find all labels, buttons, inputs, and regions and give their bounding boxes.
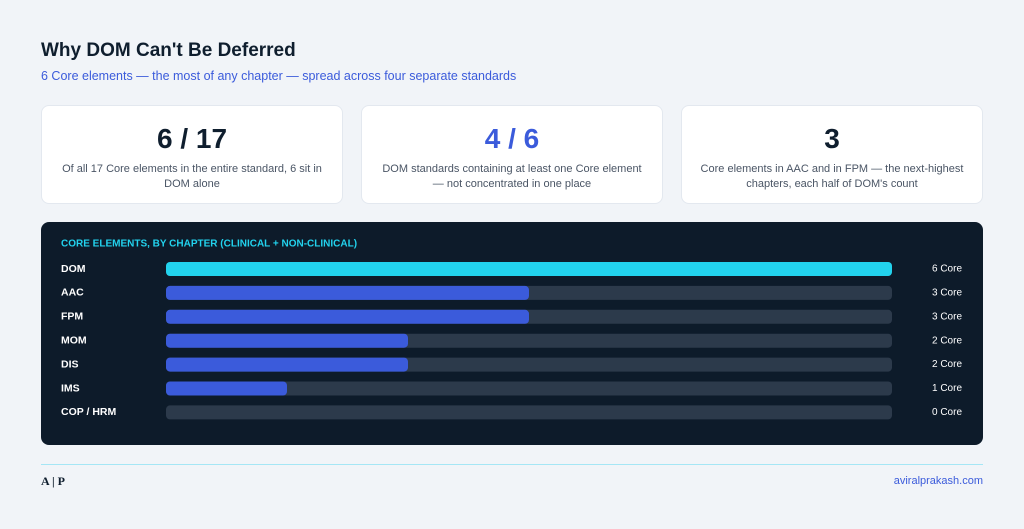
stat-value: 4 / 6 <box>484 123 540 154</box>
title: Why DOM Can't Be Deferred <box>41 40 296 61</box>
stat-description: Of all 17 Core elements in the entire st… <box>62 163 322 190</box>
logo: A | P <box>41 474 65 488</box>
category-label: IMS <box>61 382 80 394</box>
value-label: 3 Core <box>932 288 962 299</box>
category-label: COP / HRM <box>61 406 116 418</box>
category-label: DOM <box>61 263 86 275</box>
value-label: 1 Core <box>932 383 962 394</box>
value-label: 6 Core <box>932 264 962 275</box>
category-label: AAC <box>61 287 84 299</box>
bar <box>166 309 529 324</box>
bar-track <box>166 381 892 396</box>
bar <box>166 381 287 396</box>
category-label: DIS <box>61 358 79 370</box>
stat-card: 6 / 17 Of all 17 Core elements in the ent… <box>41 105 343 204</box>
value-label: 3 Core <box>932 311 962 322</box>
value-label: 0 Core <box>932 407 962 418</box>
chart: CORE ELEMENTS, BY CHAPTER (CLINICAL + NO… <box>61 239 962 420</box>
stat-description: DOM standards containing at least one Co… <box>382 163 642 190</box>
value-label: 2 Core <box>932 335 962 346</box>
stat-value: 3 <box>824 123 840 154</box>
bar <box>166 262 892 276</box>
bar <box>166 357 408 372</box>
stat-description: Core elements in AAC and in FPM — the ne… <box>700 163 964 190</box>
subtitle: 6 Core elements — the most of any chapte… <box>41 69 517 83</box>
bar <box>166 285 529 300</box>
chart-panel: CORE ELEMENTS, BY CHAPTER (CLINICAL + NO… <box>41 222 983 445</box>
bar-track <box>166 405 892 420</box>
category-label: MOM <box>61 334 87 346</box>
stat-card: 3 Core elements in AAC and in FPM — the n… <box>681 105 983 204</box>
stat-value: 6 / 17 <box>156 123 228 154</box>
chart-title: CORE ELEMENTS, BY CHAPTER (CLINICAL + NO… <box>61 239 357 250</box>
stat-card: 4 / 6 DOM standards containing at least o… <box>361 105 663 204</box>
divider <box>41 464 983 465</box>
url[interactable]: aviralprakash.com <box>893 475 983 487</box>
value-label: 2 Core <box>932 359 962 370</box>
bar <box>166 333 408 348</box>
category-label: FPM <box>61 311 83 323</box>
